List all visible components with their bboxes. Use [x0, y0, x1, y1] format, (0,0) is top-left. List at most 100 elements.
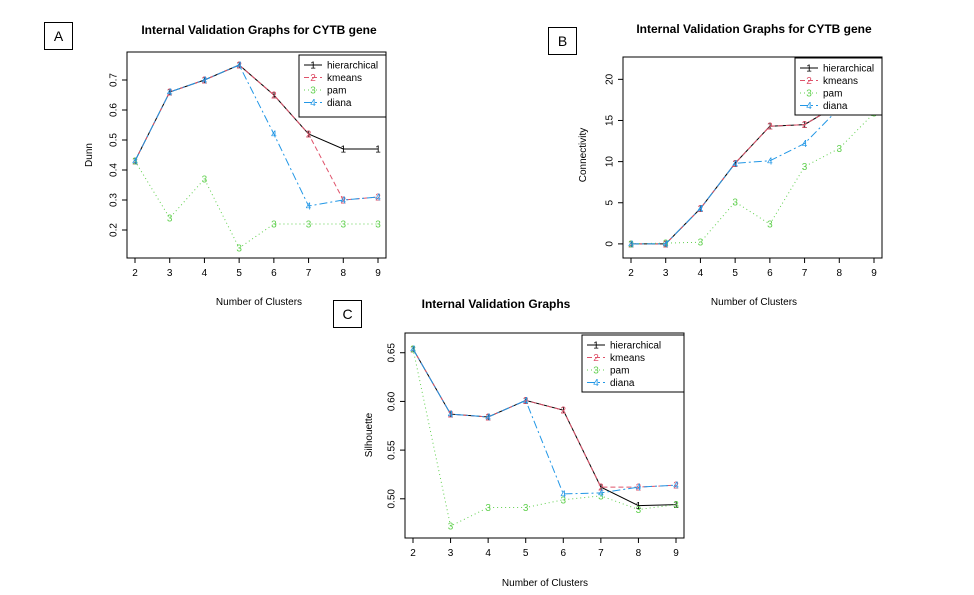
panel-label-b: B [548, 27, 577, 55]
chart-1-group: Internal Validation Graphs for CYTB gene… [578, 22, 883, 308]
x-tick-label: 4 [202, 268, 208, 279]
y-axis-label: Dunn [84, 143, 95, 167]
plot-frame [126, 51, 387, 259]
data-point-marker: 4 [802, 139, 808, 150]
data-point-marker: 2 [561, 406, 567, 417]
y-tick-label: 0.50 [387, 489, 398, 509]
y-tick-label: 0.3 [109, 193, 120, 207]
panel-label-c: C [333, 300, 362, 328]
y-tick-label: 0.60 [387, 391, 398, 411]
panel-label-a: A [44, 22, 73, 50]
y-tick-label: 0.4 [109, 163, 120, 177]
data-point-marker: 2 [598, 483, 604, 494]
data-point-marker: 3 [561, 495, 567, 506]
data-point-marker: 1 [802, 120, 808, 131]
data-point-marker: 1 [636, 501, 642, 512]
data-point-marker: 1 [448, 410, 454, 421]
legend-label: kmeans [823, 76, 858, 87]
data-point-marker: 3 [673, 500, 679, 511]
x-tick-label: 4 [485, 548, 491, 559]
x-tick-label: 7 [306, 268, 312, 279]
data-point-marker: 1 [673, 500, 679, 511]
data-point-marker: 4 [698, 204, 704, 215]
data-point-marker: 1 [236, 61, 242, 72]
data-point-marker: 3 [636, 505, 642, 516]
series-line-diana [134, 64, 379, 207]
y-tick-label: 0.6 [109, 103, 120, 117]
data-point-marker: 3 [802, 162, 808, 173]
legend-label: hierarchical [327, 61, 378, 72]
data-point-marker: 2 [732, 159, 738, 170]
y-tick-label: 20 [605, 73, 616, 85]
legend-marker: 2 [593, 353, 599, 364]
legend-marker: 1 [310, 61, 316, 72]
x-tick-label: 2 [628, 268, 634, 279]
legend-marker: 2 [806, 76, 812, 87]
legend-marker: 4 [310, 98, 316, 109]
x-tick-label: 6 [561, 548, 567, 559]
x-tick-label: 5 [523, 548, 529, 559]
data-point-marker: 3 [202, 175, 208, 186]
x-tick-label: 2 [132, 268, 138, 279]
data-point-marker: 2 [628, 239, 634, 250]
y-tick-label: 0.7 [109, 73, 120, 87]
data-point-marker: 4 [628, 239, 634, 250]
data-point-marker: 4 [236, 61, 242, 72]
data-point-marker: 3 [767, 220, 773, 231]
data-point-marker: 3 [132, 157, 138, 168]
x-axis-label: Number of Clusters [502, 578, 588, 589]
data-point-marker: 2 [767, 122, 773, 133]
x-tick-label: 3 [663, 268, 669, 279]
x-tick-label: 9 [673, 548, 679, 559]
data-point-marker: 2 [271, 91, 277, 102]
y-tick-label: 10 [605, 156, 616, 168]
data-point-marker: 3 [341, 220, 347, 231]
data-point-marker: 2 [167, 88, 173, 99]
data-point-marker: 1 [663, 239, 669, 250]
data-point-marker: 3 [837, 144, 843, 155]
data-point-marker: 1 [375, 145, 381, 156]
legend-label: pam [327, 86, 346, 97]
chart-title: Internal Validation Graphs for CYTB gene [141, 23, 377, 37]
data-point-marker: 2 [202, 76, 208, 87]
data-point-marker: 2 [485, 413, 491, 424]
y-tick-label: 0 [605, 241, 616, 247]
data-point-marker: 3 [485, 503, 491, 514]
data-point-marker: 1 [202, 76, 208, 87]
y-tick-label: 5 [605, 200, 616, 206]
y-tick-label: 15 [605, 114, 616, 126]
data-point-marker: 1 [271, 91, 277, 102]
data-point-marker: 3 [236, 244, 242, 255]
data-point-marker: 2 [698, 204, 704, 215]
legend-marker: 1 [806, 64, 812, 75]
legend-label: diana [327, 98, 352, 109]
data-point-marker: 2 [448, 410, 454, 421]
chart-2-group: Internal Validation Graphs Number of Clus… [364, 297, 685, 589]
data-point-marker: 3 [271, 220, 277, 231]
y-tick-label: 0.5 [109, 133, 120, 147]
plot-frame [404, 332, 685, 539]
x-tick-label: 2 [410, 548, 416, 559]
x-tick-label: 6 [767, 268, 773, 279]
data-point-marker: 3 [167, 214, 173, 225]
x-axis-label: Number of Clusters [216, 297, 302, 308]
data-point-marker: 3 [698, 238, 704, 249]
data-point-marker: 4 [341, 196, 347, 207]
data-point-marker: 4 [202, 76, 208, 87]
data-point-marker: 4 [167, 88, 173, 99]
data-point-marker: 1 [732, 159, 738, 170]
y-tick-label: 0.55 [387, 440, 398, 460]
y-tick-label: 0.65 [387, 343, 398, 363]
data-point-marker: 4 [523, 396, 529, 407]
legend-label: hierarchical [823, 64, 874, 75]
x-tick-label: 8 [636, 548, 642, 559]
data-point-marker: 4 [375, 193, 381, 204]
legend-marker: 3 [310, 86, 316, 97]
data-point-marker: 2 [341, 196, 347, 207]
data-point-marker: 3 [732, 197, 738, 208]
legend-label: pam [610, 366, 629, 377]
legend-marker: 3 [593, 366, 599, 377]
legend-marker: 4 [806, 101, 812, 112]
x-tick-label: 8 [837, 268, 843, 279]
